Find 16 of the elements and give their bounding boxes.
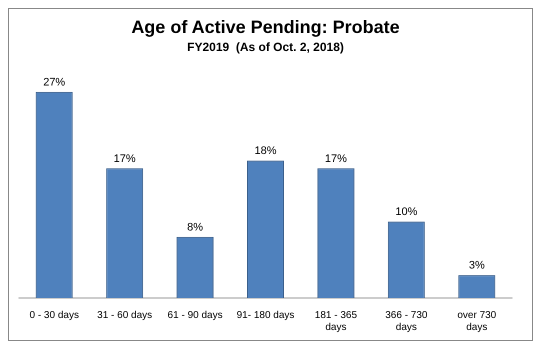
data-label: 27% (43, 76, 66, 88)
x-tick-label: 91- 180 days (236, 310, 294, 321)
x-tick-label: 366 - 730 days (385, 310, 428, 333)
data-label: 10% (395, 206, 418, 218)
data-label: 17% (324, 152, 348, 165)
data-label: 8% (187, 221, 204, 234)
x-tick-label: 0 - 30 days (29, 310, 79, 321)
data-label: 17% (114, 152, 136, 165)
data-label: 3% (468, 260, 485, 272)
chart-subtitle: FY2019 (As of Oct. 2, 2018) (187, 40, 344, 54)
chart-title: Age of Active Pending: Probate (131, 16, 400, 37)
x-tick-label: 181 - 365 days (314, 310, 358, 333)
x-tick-label: 31 - 60 days (97, 310, 152, 321)
x-tick-label: over 730 days (457, 310, 497, 333)
x-tick-label: 61 - 90 days (168, 310, 223, 321)
data-label: 18% (254, 145, 277, 158)
